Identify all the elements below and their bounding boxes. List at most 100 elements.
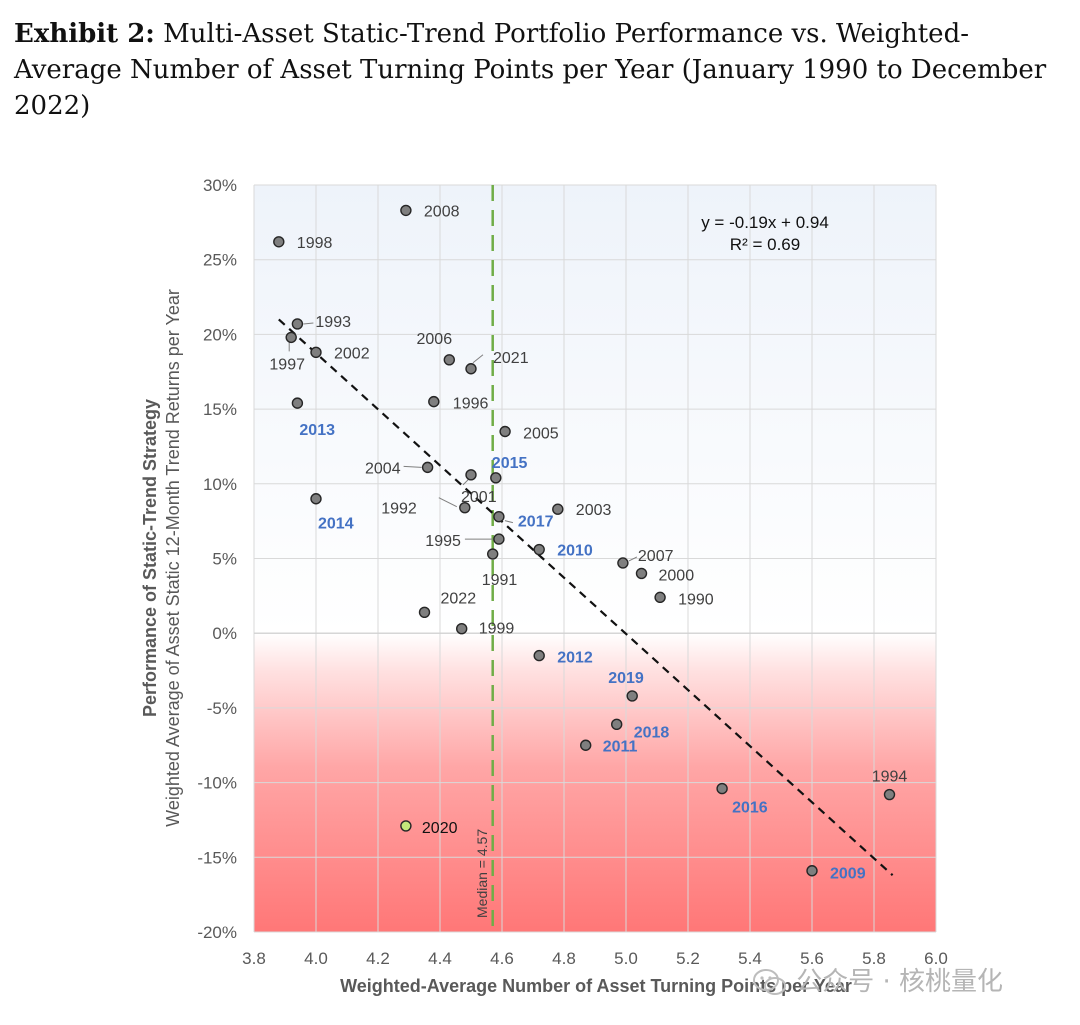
data-point-2004 [421,461,434,474]
x-tick-label: 6.0 [924,949,948,968]
x-tick-label: 5.4 [738,949,762,968]
data-label-1996: 1996 [453,396,489,413]
data-point-2010 [533,543,545,556]
y-axis-label-sub: Weighted Average of Asset Static 12-Mont… [163,289,183,827]
data-label-1998: 1998 [297,235,333,252]
data-point-2017 [493,510,505,523]
exhibit-caption: Exhibit 2: Multi-Asset Static-Trend Port… [14,16,1070,124]
data-point-2015 [490,472,502,484]
data-point-1998 [273,236,285,248]
data-point-2022 [418,606,431,618]
data-point-2007 [617,557,629,569]
exhibit-label: Exhibit 2: [14,19,155,49]
data-label-2006: 2006 [417,331,453,348]
data-label-1997: 1997 [269,356,305,373]
watermark-text: 公众号 · 核桃量化 [796,967,1004,997]
data-point-2001 [465,469,477,481]
data-label-2022: 2022 [441,590,477,607]
x-tick-label: 5.2 [676,949,700,968]
data-label-2009: 2009 [830,866,866,883]
data-label-1994: 1994 [872,769,908,786]
data-point-1994 [883,788,896,801]
data-point-2018 [611,718,623,731]
data-label-1991: 1991 [482,572,518,589]
data-label-2004: 2004 [365,460,401,477]
y-tick-label: 20% [203,325,237,344]
label-leader-line [504,520,514,524]
data-point-2009 [806,865,818,877]
data-point-1997 [285,331,297,344]
data-label-1993: 1993 [315,314,351,331]
label-leader-line [438,497,458,508]
data-label-2014: 2014 [318,516,354,533]
data-point-2021 [465,363,477,375]
y-axis-label-main: Performance of Static-Trend Strategy [140,399,160,717]
data-label-2012: 2012 [557,650,593,667]
data-point-2003 [552,503,564,515]
data-label-2007: 2007 [638,548,674,565]
y-tick-label: 5% [212,550,237,569]
data-label-1990: 1990 [678,591,714,608]
label-leader-line [462,478,470,486]
wechat-icon [753,968,786,995]
data-label-2001: 2001 [461,489,497,506]
label-leader-line [628,556,638,562]
y-tick-label: -5% [207,699,237,718]
y-tick-label: -20% [197,923,237,942]
data-label-2010: 2010 [557,543,593,560]
data-point-1993 [291,318,304,330]
data-label-1992: 1992 [381,501,417,518]
x-tick-label: 5.6 [800,949,824,968]
regression-trendline [278,318,894,877]
data-point-1990 [654,591,666,604]
data-label-2021: 2021 [493,350,529,367]
data-label-2002: 2002 [334,345,370,362]
data-point-1995 [493,533,505,545]
data-label-2005: 2005 [523,426,559,443]
data-label-2015: 2015 [492,455,528,472]
data-label-2018: 2018 [634,724,670,741]
data-point-2005 [499,425,511,438]
label-leader-line [472,354,484,364]
data-point-2002 [310,346,322,359]
y-tick-label: -10% [197,774,237,793]
data-label-2013: 2013 [299,422,335,439]
x-tick-label: 4.8 [552,949,576,968]
data-label-2000: 2000 [659,567,695,584]
data-point-2016 [716,782,728,795]
regression-r-squared: R² = 0.69 [730,235,800,254]
x-tick-label: 3.8 [242,949,266,968]
y-tick-label: 0% [212,624,237,643]
y-tick-label: 10% [203,475,237,494]
data-label-2003: 2003 [576,502,612,519]
x-tick-label: 4.6 [490,949,514,968]
data-point-2019 [626,690,638,702]
watermark: 公众号 · 核桃量化 [752,962,1062,1002]
data-label-2019: 2019 [608,670,644,687]
y-tick-label: 15% [203,400,237,419]
regression-equation: y = -0.19x + 0.94 [701,213,829,232]
data-point-2000 [635,567,648,580]
x-tick-label: 4.4 [428,949,452,968]
exhibit-title: Multi-Asset Static-Trend Portfolio Perfo… [14,19,1047,121]
median-label: Median = 4.57 [474,829,490,918]
y-tick-label: -15% [197,848,237,867]
x-tick-label: 4.2 [366,949,390,968]
data-label-1995: 1995 [425,533,461,550]
y-tick-label: 25% [203,251,237,270]
data-point-1999 [456,623,468,635]
data-point-2012 [533,649,545,662]
y-tick-label: 30% [203,176,237,195]
data-label-1999: 1999 [479,621,515,638]
data-label-2016: 2016 [732,800,768,817]
data-point-1991 [487,548,499,560]
data-point-2013 [291,397,304,409]
data-label-2008: 2008 [424,203,460,220]
data-point-2008 [400,204,412,217]
x-tick-label: 4.0 [304,949,328,968]
data-point-2006 [443,354,455,366]
data-label-2017: 2017 [518,514,554,531]
data-point-1996 [428,395,440,408]
label-leader-line [303,322,314,325]
x-tick-label: 5.8 [862,949,886,968]
